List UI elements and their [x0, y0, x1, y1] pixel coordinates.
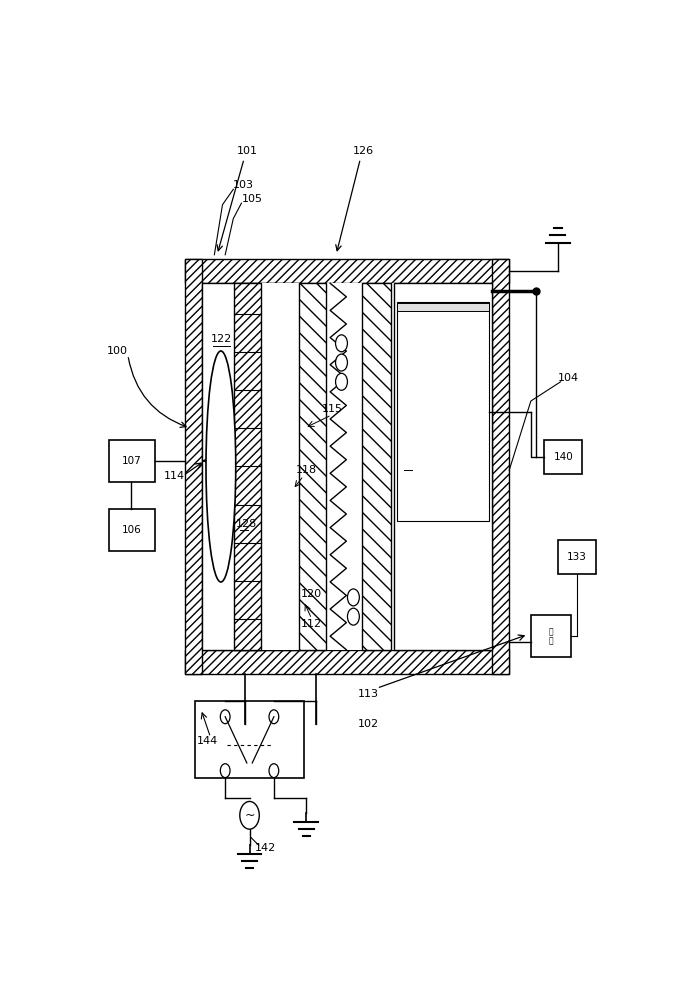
Text: 129: 129	[397, 445, 419, 455]
Bar	[394, 283, 492, 650]
Circle shape	[348, 608, 359, 625]
Text: 排
气: 排 气	[549, 627, 554, 646]
Bar	[184, 650, 510, 674]
Ellipse shape	[206, 351, 236, 582]
Text: 102: 102	[358, 719, 379, 729]
Bar	[262, 283, 492, 650]
Circle shape	[336, 335, 348, 352]
Circle shape	[240, 801, 259, 829]
Text: 114: 114	[164, 471, 186, 481]
Text: 115: 115	[322, 404, 343, 414]
Text: ~: ~	[244, 809, 255, 822]
Circle shape	[269, 710, 279, 724]
Bar	[109, 509, 155, 551]
Circle shape	[221, 764, 230, 778]
Text: 140: 140	[554, 452, 573, 462]
Text: 133: 133	[567, 552, 587, 562]
Circle shape	[336, 373, 348, 390]
Text: 118: 118	[296, 465, 317, 475]
Bar	[202, 283, 299, 650]
Text: 107: 107	[122, 456, 142, 466]
Bar	[544, 440, 582, 474]
Bar	[558, 540, 596, 574]
Text: 113: 113	[358, 689, 379, 699]
Bar	[396, 302, 489, 521]
Bar	[396, 303, 489, 311]
Text: 144: 144	[198, 736, 218, 746]
Text: 128: 128	[236, 519, 258, 529]
Circle shape	[269, 764, 279, 778]
Circle shape	[336, 354, 348, 371]
Text: 101: 101	[237, 146, 258, 156]
Bar	[531, 615, 572, 657]
Text: 127: 127	[406, 411, 426, 421]
Text: 142: 142	[255, 843, 276, 853]
Text: 103: 103	[233, 180, 254, 190]
Text: 105: 105	[242, 194, 262, 204]
Text: 112: 112	[301, 619, 322, 629]
Text: 124: 124	[401, 459, 422, 469]
Bar	[109, 440, 155, 482]
Text: 100: 100	[107, 346, 128, 356]
Text: 120: 120	[301, 589, 322, 599]
Bar	[235, 283, 262, 650]
Text: 106: 106	[122, 525, 142, 535]
Bar	[195, 701, 304, 778]
Circle shape	[221, 710, 230, 724]
Bar	[184, 259, 510, 283]
Text: 104: 104	[558, 373, 579, 383]
Text: 126: 126	[352, 146, 373, 156]
Bar	[184, 259, 202, 674]
Bar	[202, 283, 492, 650]
Text: 137: 137	[406, 365, 426, 375]
Bar	[362, 283, 392, 650]
Bar	[492, 259, 510, 674]
Text: 122: 122	[211, 334, 232, 344]
Circle shape	[348, 589, 359, 606]
Bar	[299, 283, 327, 650]
